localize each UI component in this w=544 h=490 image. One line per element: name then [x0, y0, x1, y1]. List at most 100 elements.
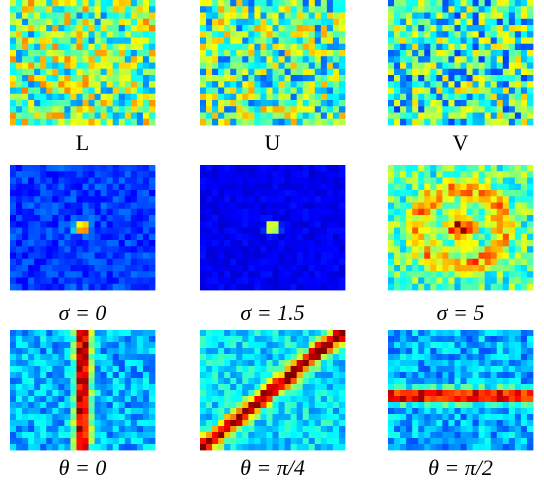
heatmap-cell [333, 63, 339, 70]
heatmap-cell [424, 190, 430, 197]
heatmap-cell [436, 50, 442, 57]
heatmap-cell [521, 432, 527, 438]
heatmap-cell [131, 360, 137, 366]
heatmap-cell [254, 106, 260, 113]
heatmap-cell [461, 366, 467, 372]
heatmap-cell [327, 432, 333, 438]
heatmap-cell [143, 13, 149, 20]
heatmap-cell [297, 75, 303, 82]
heatmap-cell [224, 378, 230, 384]
heatmap-cell [436, 284, 442, 291]
heatmap-cell [509, 390, 515, 396]
heatmap-cell [89, 426, 95, 432]
heatmap-cell [339, 100, 345, 107]
heatmap-cell [143, 44, 149, 51]
heatmap-cell [479, 6, 485, 13]
heatmap-cell [467, 56, 473, 63]
heatmap-cell [509, 25, 515, 32]
heatmap-cell [266, 420, 272, 426]
heatmap-cell [515, 81, 521, 88]
heatmap-cell [454, 271, 460, 278]
heatmap-cell [461, 215, 467, 222]
heatmap-cell [285, 31, 291, 38]
heatmap-cell [406, 402, 412, 408]
heatmap-cell [297, 25, 303, 32]
heatmap-cell [388, 354, 394, 360]
heatmap-cell [206, 215, 212, 222]
heatmap-cell [224, 221, 230, 228]
heatmap-cell [28, 184, 34, 191]
heatmap-cell [388, 348, 394, 354]
heatmap-cell [224, 100, 230, 107]
heatmap-cell [236, 209, 242, 216]
heatmap-cell [521, 342, 527, 348]
heatmap-cell [467, 119, 473, 126]
heatmap-cell [303, 209, 309, 216]
heatmap-cell [297, 384, 303, 390]
heatmap-cell [137, 420, 143, 426]
heatmap-cell [113, 396, 119, 402]
heatmap-cell [212, 106, 218, 113]
heatmap-cell [149, 209, 155, 216]
heatmap-cell [58, 106, 64, 113]
heatmap-cell [309, 342, 315, 348]
heatmap-cell [200, 215, 206, 222]
heatmap-cell [236, 178, 242, 185]
heatmap-cell [321, 240, 327, 247]
heatmap-cell [46, 354, 52, 360]
heatmap-cell [131, 342, 137, 348]
heatmap-cell [406, 88, 412, 95]
heatmap-cell [125, 69, 131, 76]
heatmap-cell [46, 44, 52, 51]
heatmap-cell [418, 330, 424, 336]
heatmap-cell [70, 253, 76, 260]
heatmap-cell [107, 402, 113, 408]
heatmap-cell [303, 75, 309, 82]
heatmap-cell [16, 240, 22, 247]
heatmap-cell [473, 444, 479, 450]
heatmap-cell [149, 278, 155, 285]
heatmap-cell [28, 50, 34, 57]
heatmap-cell [113, 336, 119, 342]
heatmap-cell [107, 209, 113, 216]
heatmap-cell [149, 246, 155, 253]
heatmap-cell [509, 402, 515, 408]
heatmap-cell [388, 420, 394, 426]
heatmap-cell [461, 444, 467, 450]
heatmap-cell [200, 360, 206, 366]
heatmap-cell [424, 265, 430, 272]
heatmap-cell [34, 100, 40, 107]
heatmap-cell [285, 348, 291, 354]
heatmap-cell [461, 426, 467, 432]
heatmap-cell [436, 113, 442, 120]
heatmap-cell [22, 228, 28, 235]
heatmap-cell [34, 228, 40, 235]
heatmap-cell [418, 284, 424, 291]
heatmap-cell [218, 190, 224, 197]
heatmap-cell [89, 165, 95, 172]
heatmap-cell [83, 13, 89, 20]
heatmap-cell [64, 209, 70, 216]
heatmap-cell [491, 13, 497, 20]
heatmap-cell [473, 81, 479, 88]
heatmap-cell [394, 13, 400, 20]
heatmap-cell [448, 278, 454, 285]
heatmap-cell [309, 75, 315, 82]
heatmap-cell [101, 366, 107, 372]
heatmap-cell [515, 259, 521, 266]
heatmap-cell [279, 25, 285, 32]
heatmap-cell [309, 215, 315, 222]
heatmap-cell [436, 234, 442, 241]
heatmap-cell [76, 265, 82, 272]
heatmap-cell [16, 190, 22, 197]
heatmap-cell [95, 0, 101, 7]
heatmap-cell [430, 178, 436, 185]
heatmap-cell [76, 100, 82, 107]
heatmap-cell [448, 215, 454, 222]
heatmap-cell [448, 384, 454, 390]
heatmap-cell [119, 178, 125, 185]
heatmap-cell [107, 25, 113, 32]
heatmap-cell [297, 348, 303, 354]
heatmap-cell [497, 119, 503, 126]
heatmap-cell [503, 184, 509, 191]
